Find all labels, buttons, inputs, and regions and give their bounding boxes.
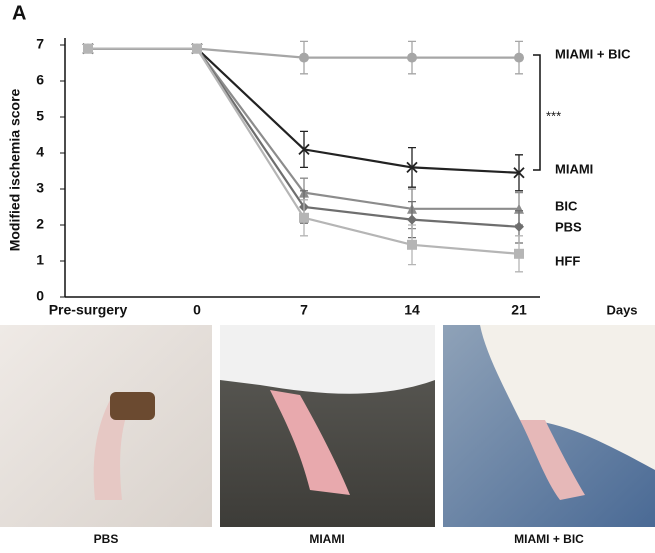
marker: [192, 43, 202, 54]
y-tick-label: 7: [36, 36, 44, 52]
marker: [406, 161, 418, 174]
y-tick-label: 2: [36, 216, 44, 232]
y-tick-label: 1: [36, 252, 44, 268]
marker: [407, 214, 417, 225]
x-tick-label: Pre-surgery: [49, 302, 128, 318]
photo-caption: MIAMI + BIC: [514, 532, 584, 546]
y-tick-label: 3: [36, 180, 44, 196]
photo: [220, 325, 435, 527]
marker: [407, 239, 417, 250]
marker: [514, 52, 524, 63]
y-tick-label: 0: [36, 288, 44, 304]
marker: [514, 248, 524, 259]
series-label: BIC: [555, 198, 578, 213]
marker: [298, 143, 310, 156]
marker: [299, 52, 309, 63]
x-tick-label: 21: [511, 302, 527, 318]
marker: [407, 52, 417, 63]
y-axis-label: Modified ischemia score: [7, 88, 23, 251]
x-tick-label: 14: [404, 302, 420, 318]
marker: [299, 212, 309, 223]
y-tick-label: 6: [36, 72, 44, 88]
series-label: HFF: [555, 253, 580, 268]
y-tick-label: 5: [36, 108, 44, 124]
series-label: PBS: [555, 219, 582, 234]
series-label: MIAMI + BIC: [555, 46, 631, 61]
panel-label: A: [12, 2, 26, 24]
bracket: [533, 54, 541, 171]
marker: [83, 43, 93, 54]
marker: [514, 203, 524, 214]
photo-caption: MIAMI: [309, 532, 344, 546]
y-tick-label: 4: [36, 144, 44, 160]
series-label: MIAMI: [555, 161, 593, 176]
x-tick-label: 0: [193, 302, 201, 318]
annotation: ***: [546, 108, 561, 123]
x-tick-label: 7: [300, 302, 308, 318]
marker: [514, 221, 524, 232]
photo-caption: PBS: [94, 532, 119, 546]
photo: [443, 325, 655, 527]
x-axis-label: Days: [606, 302, 637, 317]
photo: [0, 325, 212, 527]
marker: [513, 167, 525, 179]
